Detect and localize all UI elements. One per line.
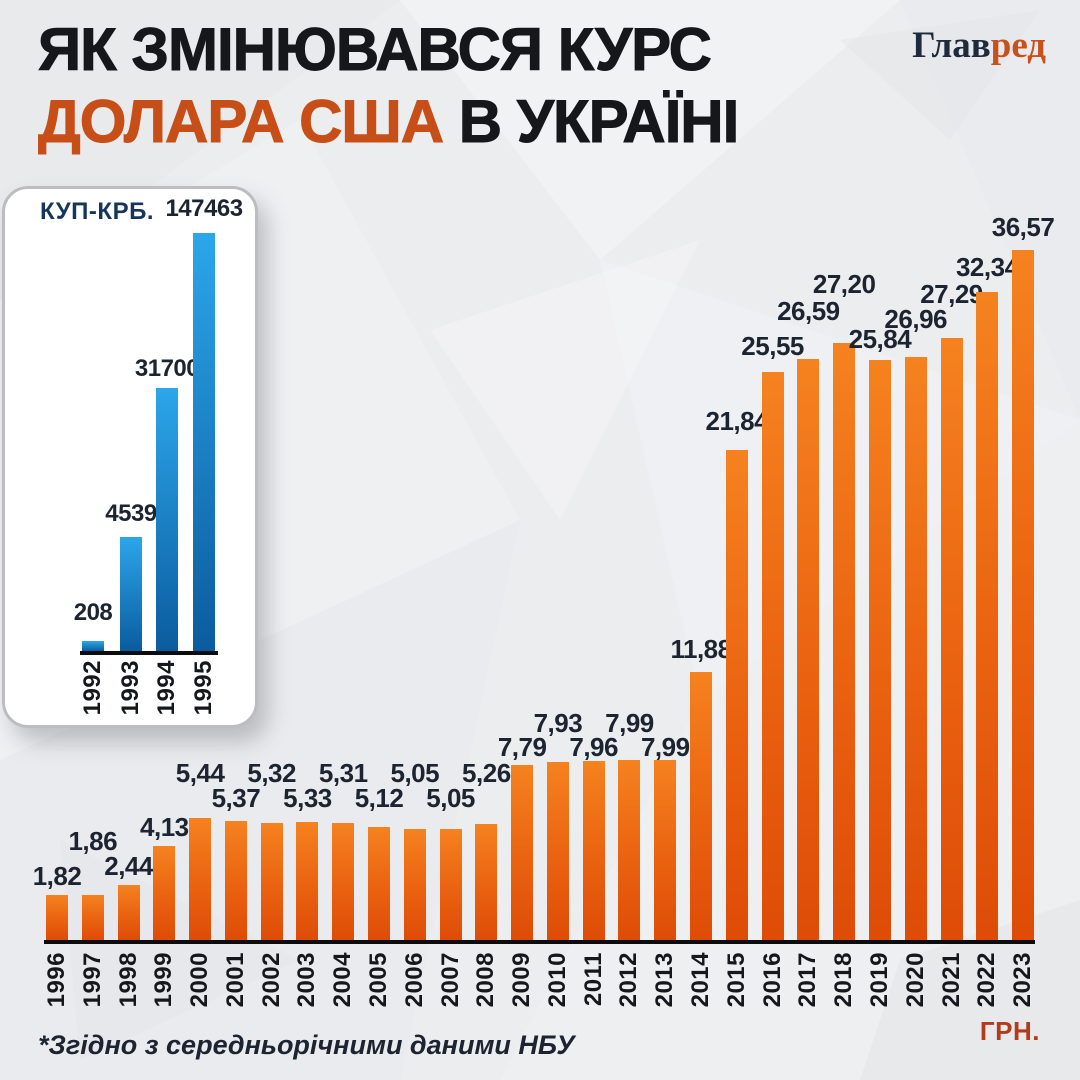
title-line1: ЯК ЗМІНЮВАВСЯ КУРС [38, 16, 713, 84]
footnote: *Згідно з середньорічними даними НБУ [38, 1030, 575, 1060]
title-line2: ДОЛАРА США В УКРАЇНІ [37, 86, 740, 158]
glavred-logo: Главред [912, 24, 1046, 67]
title-line2-rest: В УКРАЇНІ [458, 88, 740, 156]
page-title: ЯК ЗМІНЮВАВСЯ КУРС ДОЛАРА США В УКРАЇНІ [37, 14, 740, 158]
currency-label: ГРН. [979, 1016, 1040, 1046]
title-line2-highlight: ДОЛАРА США [37, 88, 444, 156]
inset-unit-label: КУП-КРБ. [40, 198, 154, 225]
logo-text-dark: Глав [912, 25, 991, 66]
inset-card [2, 186, 258, 728]
logo-text-accent: ред [990, 25, 1046, 66]
